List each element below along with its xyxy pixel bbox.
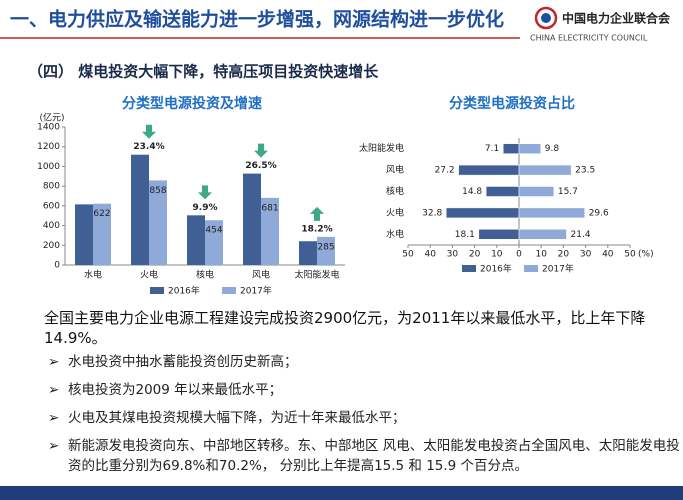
legend-label: 2016年 xyxy=(480,263,512,275)
summary: 全国主要电力企业电源工程建设完成投资2900亿元，为2011年以来最低水平，比上… xyxy=(44,309,646,347)
value-label: 454 xyxy=(205,226,222,236)
legend-swatch xyxy=(222,287,236,294)
x-tick-label: 40 xyxy=(602,250,614,260)
logo-en: CHINA ELECTRICITY COUNCIL xyxy=(530,34,648,43)
bar xyxy=(518,186,555,197)
chart-title: 分类型电源投资占比 xyxy=(449,95,575,112)
bullet: 核电投资为2009 年以来最低水平； xyxy=(48,380,683,400)
bar xyxy=(205,220,223,265)
bar xyxy=(478,229,520,240)
value-label: 681 xyxy=(261,203,278,213)
bar xyxy=(243,173,261,265)
y-tick-label: 1000 xyxy=(37,162,60,172)
section-title: （四） 煤电投资大幅下降，特高压项目投资快速增长 xyxy=(28,63,379,81)
annotation: 18.2% xyxy=(301,224,332,234)
bar xyxy=(518,207,585,219)
legend-swatch xyxy=(524,265,538,272)
legend-swatch xyxy=(150,287,164,294)
header-title: 一、电力供应及输送能力进一步增强，网源结构进一步优化 xyxy=(10,8,504,31)
x-tick-label: 50 xyxy=(402,250,414,260)
logo-core xyxy=(541,13,551,23)
bar xyxy=(149,180,167,265)
legend-label: 2016年 xyxy=(168,285,200,297)
annotation: 26.5% xyxy=(245,161,276,171)
trend-arrow xyxy=(198,185,212,200)
bullet: 水电投资中抽水蓄能投资创历史新高； xyxy=(48,352,683,372)
x-tick-label: 水电 xyxy=(84,269,102,281)
bar xyxy=(485,186,520,197)
y-tick-label: 太阳能发电 xyxy=(359,142,404,154)
y-tick-label: 0 xyxy=(54,261,60,271)
bar xyxy=(93,203,111,265)
bar xyxy=(75,204,93,265)
y-tick-label: 1400 xyxy=(37,123,60,133)
y-tick-label: 风电 xyxy=(386,164,404,176)
value-label: 32.8 xyxy=(422,208,442,218)
footer-bar xyxy=(0,486,683,500)
legend-label: 2017年 xyxy=(542,263,574,275)
value-label: 15.7 xyxy=(558,187,578,197)
annotation: 9.9% xyxy=(193,203,218,213)
y-tick-label: 600 xyxy=(43,201,60,211)
legend-swatch xyxy=(462,265,476,272)
x-tick-label: 火电 xyxy=(140,269,158,281)
bar xyxy=(518,143,542,154)
trend-arrow xyxy=(254,143,268,158)
x-tick-label: 10 xyxy=(535,250,547,260)
value-label: 18.1 xyxy=(455,230,475,240)
value-label: 858 xyxy=(149,186,166,196)
y-tick-label: 1200 xyxy=(37,142,60,152)
x-tick-label: 20 xyxy=(469,250,481,260)
x-tick-label: 风电 xyxy=(252,269,270,281)
value-label: 21.4 xyxy=(571,230,591,240)
bar xyxy=(518,164,572,176)
legend-label: 2017年 xyxy=(240,285,272,297)
y-tick-label: 800 xyxy=(43,182,60,192)
bar xyxy=(317,236,335,265)
chart-title: 分类型电源投资及增速 xyxy=(122,95,262,112)
logo-cn: 中国电力企业联合会 xyxy=(562,11,671,26)
bar xyxy=(518,229,567,240)
x-tick-label: 20 xyxy=(558,250,570,260)
bar xyxy=(299,241,317,265)
annotation: 23.4% xyxy=(133,142,164,152)
trend-arrow xyxy=(310,206,324,221)
value-label: 622 xyxy=(93,209,110,219)
y-tick-label: 核电 xyxy=(386,185,404,197)
y-tick-label: 火电 xyxy=(386,206,404,218)
x-tick-label: 50 xyxy=(624,250,636,260)
bar xyxy=(502,143,520,154)
x-tick-label: 0 xyxy=(516,250,522,260)
y-tick-label: 水电 xyxy=(386,228,404,240)
value-label: 7.1 xyxy=(485,144,499,154)
value-label: 9.8 xyxy=(545,144,560,154)
y-tick-label: 200 xyxy=(43,241,60,251)
value-label: 23.5 xyxy=(575,166,595,176)
value-label: 27.2 xyxy=(435,166,455,176)
bar xyxy=(445,207,520,219)
bullet: 新能源发电投资向东、中部地区转移。东、中部地区 风电、太阳能发电投资占全国风电、… xyxy=(48,436,683,476)
x-tick-label: 40 xyxy=(424,250,436,260)
bar xyxy=(187,215,205,265)
bar xyxy=(131,154,149,265)
bar xyxy=(458,164,520,176)
x-tick-label: 30 xyxy=(447,250,459,260)
bullet: 火电及其煤电投资规模大幅下降，为近十年来最低水平； xyxy=(48,408,683,428)
bar xyxy=(261,197,279,265)
x-unit: (%) xyxy=(638,250,654,260)
x-tick-label: 太阳能发电 xyxy=(294,269,339,281)
trend-arrow xyxy=(142,124,156,139)
x-tick-label: 核电 xyxy=(196,269,214,281)
y-tick-label: 400 xyxy=(43,221,60,231)
y-axis-label: (亿元) xyxy=(39,112,64,124)
value-label: 29.6 xyxy=(589,208,609,218)
x-tick-label: 30 xyxy=(580,250,592,260)
x-tick-label: 10 xyxy=(491,250,503,260)
value-label: 14.8 xyxy=(462,187,482,197)
value-label: 285 xyxy=(317,242,334,252)
